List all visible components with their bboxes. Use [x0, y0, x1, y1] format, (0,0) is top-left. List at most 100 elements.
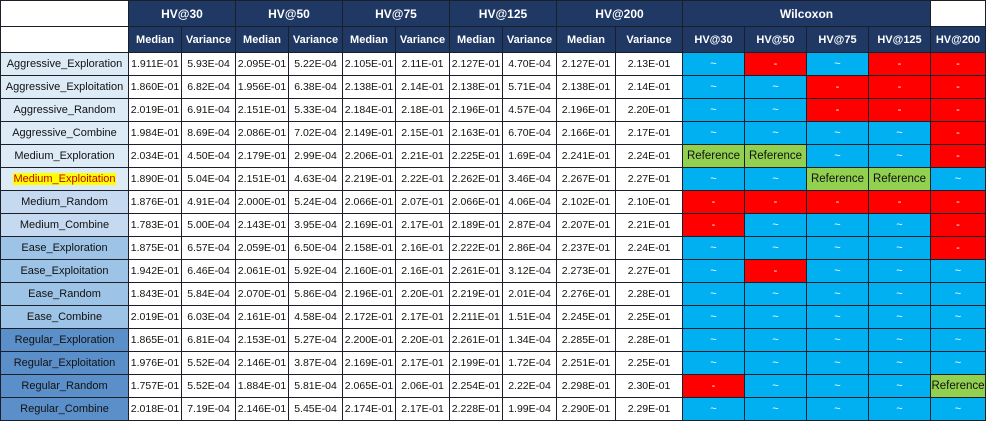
row-label-text: Aggressive_Combine	[12, 127, 117, 139]
wilcoxon-similar-cell: ~	[744, 305, 807, 329]
median-cell: 2.146E-01	[235, 397, 289, 421]
wilcoxon-col-header: HV@125	[868, 26, 931, 53]
median-cell: 2.161E-01	[235, 305, 289, 329]
median-cell: 2.019E-01	[128, 305, 182, 329]
row-label-header	[0, 26, 129, 53]
variance-header: Variance	[502, 26, 557, 53]
median-cell: 2.149E-01	[342, 121, 396, 145]
row-label-text: Aggressive_Exploration	[6, 58, 123, 70]
wilcoxon-worse-cell: -	[868, 98, 931, 122]
wilcoxon-similar-cell: ~	[868, 213, 931, 237]
variance-cell: 2.17E-01	[395, 213, 450, 237]
table-row: Medium_Random 1.876E-01 4.91E-04 2.000E-01 5…	[0, 190, 986, 214]
wilcoxon-similar-cell: ~	[806, 305, 869, 329]
wilcoxon-similar-cell: ~	[682, 305, 745, 329]
median-cell: 2.138E-01	[449, 75, 503, 99]
wilcoxon-similar-cell: ~	[868, 305, 931, 329]
wilcoxon-worse-cell: -	[744, 190, 807, 214]
wilcoxon-similar-cell: ~	[744, 167, 807, 191]
variance-cell: 6.38E-04	[288, 75, 343, 99]
median-cell: 2.066E-01	[449, 190, 503, 214]
wilcoxon-similar-cell: ~	[806, 259, 869, 283]
variance-cell: 2.87E-04	[502, 213, 557, 237]
wilcoxon-similar-cell: ~	[806, 282, 869, 306]
median-cell: 1.942E-01	[128, 259, 182, 283]
variance-cell: 6.70E-04	[502, 121, 557, 145]
median-cell: 2.254E-01	[449, 374, 503, 398]
row-label-text: Regular_Random	[21, 380, 108, 392]
row-label: Ease_Random	[0, 282, 129, 306]
wilcoxon-similar-cell: ~	[806, 351, 869, 375]
median-cell: 2.251E-01	[556, 351, 616, 375]
variance-cell: 2.27E-01	[615, 167, 683, 191]
median-cell: 2.261E-01	[449, 259, 503, 283]
variance-cell: 5.71E-04	[502, 75, 557, 99]
table-row: Medium_Combine 1.783E-01 5.00E-04 2.143E-01…	[0, 213, 986, 237]
variance-cell: 5.33E-04	[288, 98, 343, 122]
variance-cell: 2.25E-01	[615, 351, 683, 375]
row-label-text: Ease_Exploration	[21, 242, 108, 254]
row-label-text: Medium_Exploration	[14, 150, 115, 162]
table-row: Regular_Random 1.757E-01 5.52E-04 1.884E-01…	[0, 374, 986, 398]
median-cell: 2.061E-01	[235, 259, 289, 283]
median-header: Median	[128, 26, 182, 53]
variance-cell: 4.70E-04	[502, 52, 557, 76]
variance-cell: 5.27E-04	[288, 328, 343, 352]
median-cell: 2.245E-01	[556, 305, 616, 329]
wilcoxon-worse-cell: -	[806, 190, 869, 214]
median-cell: 1.911E-01	[128, 52, 182, 76]
median-cell: 2.143E-01	[235, 213, 289, 237]
row-label: Regular_Random	[0, 374, 129, 398]
wilcoxon-worse-cell: -	[930, 190, 986, 214]
group-header: HV@200	[556, 0, 683, 27]
group-header: HV@30	[128, 0, 236, 27]
median-cell: 2.127E-01	[556, 52, 616, 76]
variance-cell: 1.34E-04	[502, 328, 557, 352]
variance-cell: 1.99E-04	[502, 397, 557, 421]
variance-cell: 2.10E-01	[615, 190, 683, 214]
table-row: Ease_Exploration 1.875E-01 6.57E-04 2.059E-…	[0, 236, 986, 260]
variance-cell: 2.28E-01	[615, 282, 683, 306]
variance-cell: 2.16E-01	[395, 259, 450, 283]
variance-cell: 2.17E-01	[395, 397, 450, 421]
variance-cell: 1.69E-04	[502, 144, 557, 168]
variance-cell: 2.24E-01	[615, 144, 683, 168]
wilcoxon-similar-cell: ~	[868, 328, 931, 352]
wilcoxon-similar-cell: ~	[682, 75, 745, 99]
median-cell: 2.151E-01	[235, 167, 289, 191]
median-cell: 2.237E-01	[556, 236, 616, 260]
variance-cell: 2.22E-04	[502, 374, 557, 398]
wilcoxon-similar-cell: ~	[682, 52, 745, 76]
wilcoxon-worse-cell: -	[868, 52, 931, 76]
variance-cell: 4.50E-04	[181, 144, 236, 168]
median-cell: 2.138E-01	[342, 75, 396, 99]
wilcoxon-similar-cell: ~	[868, 397, 931, 421]
variance-cell: 1.72E-04	[502, 351, 557, 375]
median-cell: 2.290E-01	[556, 397, 616, 421]
row-label: Aggressive_Random	[0, 98, 129, 122]
wilcoxon-col-header: HV@50	[744, 26, 807, 53]
median-cell: 2.160E-01	[342, 259, 396, 283]
table-row: Regular_Exploitation 1.976E-01 5.52E-04 2.1…	[0, 351, 986, 375]
row-label-text: Ease_Random	[28, 288, 101, 300]
median-cell: 2.219E-01	[342, 167, 396, 191]
variance-cell: 5.52E-04	[181, 374, 236, 398]
variance-cell: 2.21E-01	[395, 144, 450, 168]
variance-cell: 2.17E-01	[395, 351, 450, 375]
median-cell: 1.865E-01	[128, 328, 182, 352]
table-row: Aggressive_Exploration 1.911E-01 5.93E-04 2…	[0, 52, 986, 76]
median-header: Median	[235, 26, 289, 53]
group-header: HV@125	[449, 0, 557, 27]
variance-cell: 2.16E-01	[395, 236, 450, 260]
variance-cell: 2.20E-01	[395, 328, 450, 352]
table-row: Regular_Exploration 1.865E-01 6.81E-04 2.15…	[0, 328, 986, 352]
group-header: HV@50	[235, 0, 343, 27]
variance-cell: 2.17E-01	[395, 305, 450, 329]
median-cell: 2.189E-01	[449, 213, 503, 237]
wilcoxon-similar-cell: ~	[868, 374, 931, 398]
wilcoxon-similar-cell: ~	[744, 397, 807, 421]
median-cell: 1.976E-01	[128, 351, 182, 375]
wilcoxon-similar-cell: ~	[868, 259, 931, 283]
row-label: Ease_Exploration	[0, 236, 129, 260]
